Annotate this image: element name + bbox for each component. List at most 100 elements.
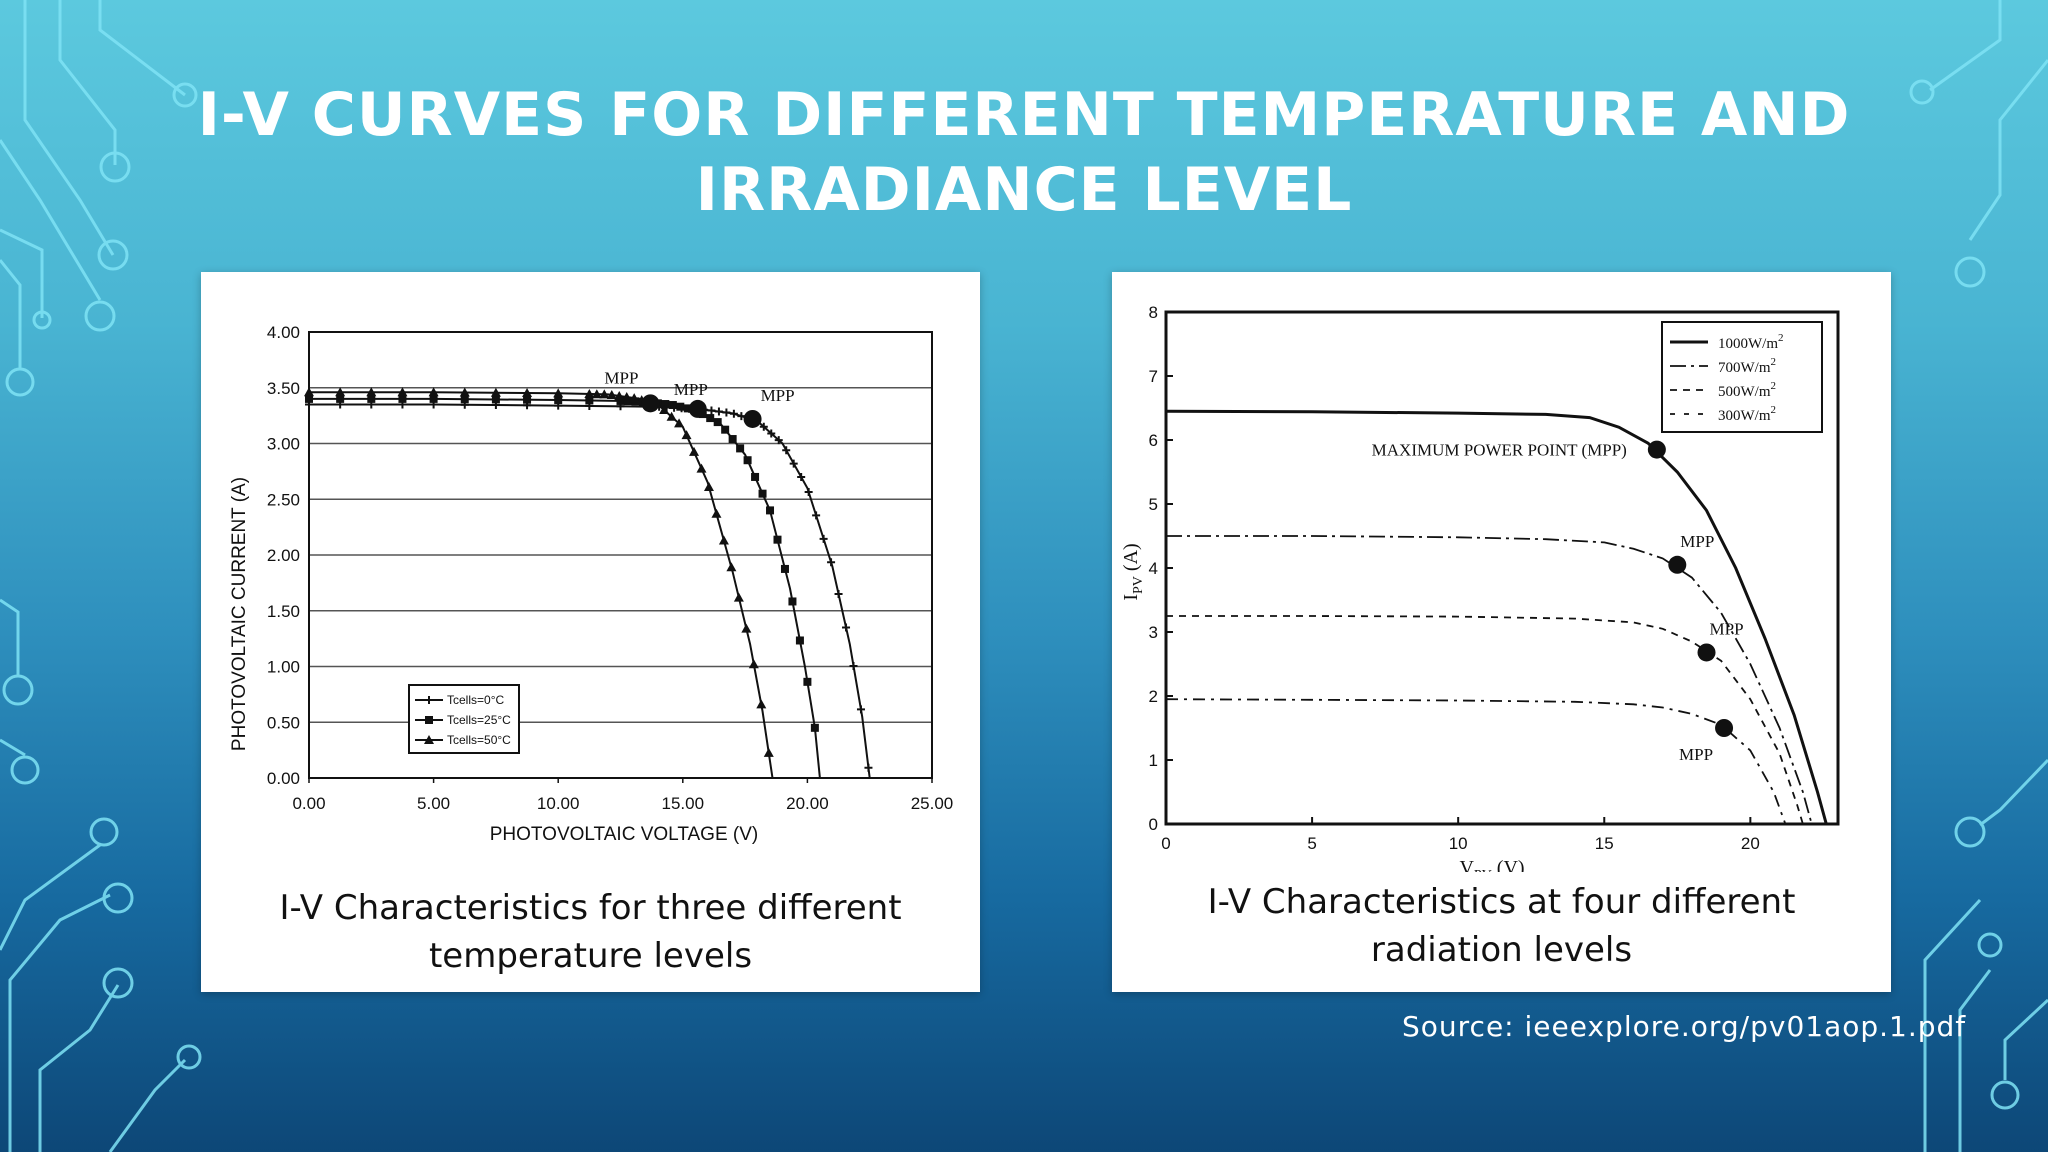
mpp-label: MPP	[1710, 619, 1744, 638]
series-line	[1166, 535, 1813, 825]
irradiance-iv-chart: MAXIMUM POWER POINT (MPP) MPP MPP MPP 0 1 2 3 4…	[1120, 303, 1840, 872]
legend-label: Tcells=0°C	[447, 693, 504, 707]
plus-marker	[849, 661, 858, 670]
square-marker	[336, 394, 345, 403]
mpp-point	[1697, 643, 1716, 662]
plot-frame	[308, 331, 933, 779]
y-tick-label: 4.00	[267, 323, 300, 342]
legend-label: 500W/m2	[1718, 380, 1776, 400]
triangle-marker	[763, 747, 774, 757]
y-axis-label: PHOTOVOLTAIC CURRENT (A)	[229, 477, 250, 751]
y-tick-label: 8	[1149, 303, 1158, 322]
y-tick-label: 4	[1149, 559, 1158, 578]
square-marker	[491, 395, 500, 404]
triangle-marker	[591, 389, 602, 399]
square-marker	[736, 444, 745, 453]
square-marker	[661, 400, 670, 409]
x-tick-label: 5	[1307, 834, 1316, 853]
title-line-2: IRRADIANCE LEVEL	[695, 155, 1353, 225]
mpp-label: MPP	[1679, 745, 1713, 764]
x-axis-label: VPV (V)	[1459, 857, 1524, 872]
triangle-marker	[718, 535, 729, 545]
caption-right-line-2: radiation levels	[1370, 930, 1633, 970]
title-line-1: I-V CURVES FOR DIFFERENT TEMPERATURE AND	[197, 80, 1851, 150]
axes: 0.00 0.50 1.00 1.50 2.00 2.50 3.00 3.50 4.00 0.00…	[267, 323, 953, 813]
x-axis-label: PHOTOVOLTAIC VOLTAGE (V)	[490, 824, 759, 845]
square-marker	[803, 677, 812, 686]
triangle-marker	[659, 405, 670, 415]
plus-marker	[714, 407, 723, 416]
triangle-marker	[689, 446, 700, 456]
square-marker	[721, 425, 730, 434]
triangle-marker	[621, 391, 632, 401]
mpp-point	[1715, 719, 1734, 737]
triangle-marker	[733, 592, 744, 602]
triangle-marker	[681, 430, 692, 440]
plus-marker	[827, 558, 836, 567]
legend-label: 700W/m2	[1718, 356, 1776, 376]
x-tick-label: 5.00	[417, 794, 450, 813]
mpp-points: MAXIMUM POWER POINT (MPP) MPP MPP MPP	[1372, 440, 1744, 764]
y-axis-label-unit: (A)	[1120, 543, 1142, 576]
square-marker	[766, 506, 775, 515]
plus-marker	[864, 763, 873, 772]
y-tick-label: 6	[1149, 431, 1158, 450]
caption-right-line-1: I-V Characteristics at four different	[1207, 882, 1796, 922]
series-line	[309, 397, 821, 779]
mpp-points: MPP MPP MPP	[604, 368, 795, 428]
plus-marker	[856, 705, 865, 714]
triangle-marker	[584, 389, 595, 399]
square-marker	[706, 414, 715, 423]
axes: 0 1 2 3 4 5 6 7 8 0 5 10 15 20	[1149, 303, 1840, 853]
square-marker	[554, 396, 563, 405]
mpp-point	[1668, 555, 1687, 574]
square-marker	[623, 397, 632, 406]
y-tick-label: 1.50	[267, 602, 300, 621]
irradiance-chart-panel: MAXIMUM POWER POINT (MPP) MPP MPP MPP 0 1 2 3 4…	[1112, 272, 1891, 992]
y-tick-label: 2.00	[267, 546, 300, 565]
series-marker-group	[305, 400, 873, 772]
plus-marker	[804, 488, 813, 497]
series-line	[309, 391, 774, 779]
x-tick-label: 15	[1595, 834, 1614, 853]
legend-label: 1000W/m2	[1718, 332, 1784, 352]
plus-marker	[425, 696, 433, 704]
triangle-marker	[397, 387, 408, 397]
y-tick-label: 3.50	[267, 379, 300, 398]
y-tick-label: 1	[1149, 751, 1158, 770]
square-marker	[367, 394, 376, 403]
mpp-point	[641, 394, 660, 413]
square-marker	[743, 456, 752, 465]
plus-marker	[812, 511, 821, 520]
caption-left: I-V Characteristics for three different …	[201, 884, 980, 980]
mpp-point	[688, 399, 707, 418]
triangle-marker	[711, 508, 722, 518]
triangle-marker	[553, 388, 564, 398]
series-marker-group	[304, 387, 774, 757]
triangle-marker	[490, 387, 501, 397]
triangle-marker	[606, 389, 617, 399]
temperature-chart-panel: MPP MPP MPP 0.00 0.50 1.00 1.50 2.00 2.50 3.00 3.…	[201, 272, 980, 992]
square-marker	[810, 723, 819, 732]
y-tick-label: 0.50	[267, 713, 300, 732]
triangle-marker	[424, 735, 434, 744]
triangle-marker	[599, 389, 610, 399]
square-marker	[773, 535, 782, 544]
caption-left-line-1: I-V Characteristics for three different	[279, 888, 902, 928]
triangle-marker	[428, 387, 439, 397]
series-line	[1165, 698, 1787, 825]
plus-marker	[789, 459, 798, 468]
square-marker	[585, 396, 594, 405]
mpp-label: MAXIMUM POWER POINT (MPP)	[1372, 441, 1627, 460]
mpp-label: MPP	[761, 386, 795, 405]
x-tick-label: 10.00	[537, 794, 580, 813]
source-citation: Source: ieeexplore.org/pv01aop.1.pdf	[1402, 1010, 1967, 1043]
plus-marker	[737, 412, 746, 421]
plus-marker	[759, 422, 768, 431]
y-tick-label: 2	[1149, 687, 1158, 706]
square-marker	[429, 394, 438, 403]
plus-marker	[842, 623, 851, 632]
caption-left-line-2: temperature levels	[428, 936, 753, 976]
triangle-marker	[366, 387, 377, 397]
x-tick-label: 15.00	[662, 794, 705, 813]
